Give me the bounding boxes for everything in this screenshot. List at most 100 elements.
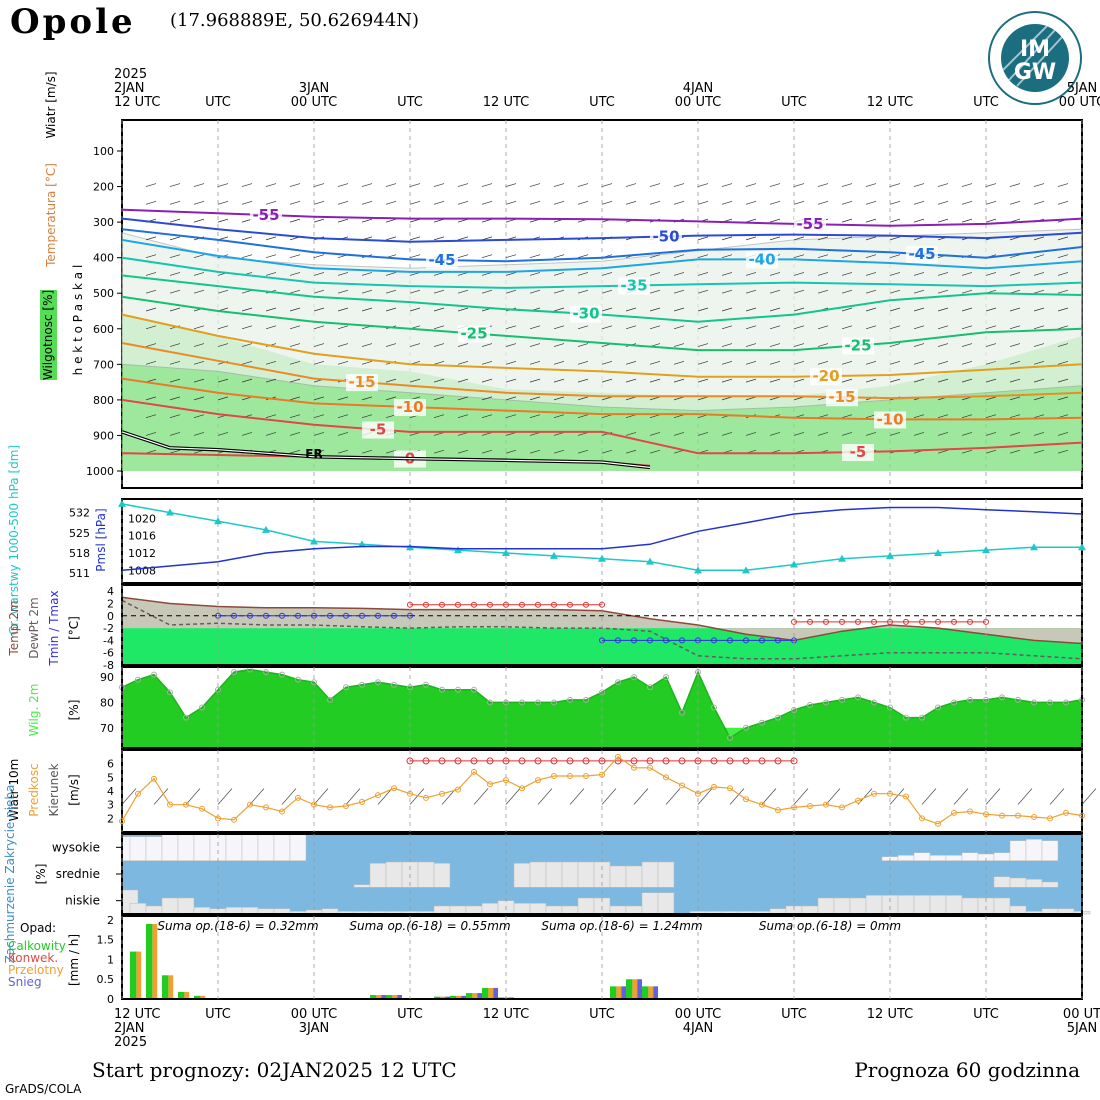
wind-barb (649, 272, 661, 276)
bottom-time-label: UTC (589, 1007, 615, 1022)
gust-marker (694, 757, 702, 765)
wind-barb (601, 360, 613, 365)
temp-side-label: Temperatura [°C] (44, 163, 58, 268)
humidity-marker (167, 689, 173, 696)
isotherm-label-bg (362, 421, 394, 439)
wind-dir-barb (793, 788, 809, 805)
wind-speed-marker (583, 772, 589, 779)
cloud-bar-low (913, 895, 931, 915)
gust-marker (774, 757, 782, 765)
wind-dir-barb (377, 788, 393, 805)
wind-barb (457, 289, 469, 294)
wind-barb (721, 183, 733, 187)
humidity-marker (1063, 699, 1069, 706)
humidity-marker (807, 701, 813, 708)
tmin2-marker (727, 637, 733, 644)
wind-barb (865, 360, 877, 365)
wind-barb (193, 200, 205, 205)
wind-dir-barb (473, 788, 489, 805)
wind-barb (169, 307, 181, 312)
humidity-marker (743, 724, 749, 731)
wind-barb (697, 254, 709, 259)
isotherm-label: -55 (796, 215, 823, 233)
top-time-label: UTC (973, 95, 999, 110)
isotherm-label: -45 (908, 245, 935, 263)
precip-total-bar (386, 995, 393, 999)
precip-unit-label: [mm / h] (67, 934, 81, 986)
pressure-tick-label: 400 (93, 252, 114, 265)
cloud-bar-high (257, 833, 275, 861)
wind-barb (433, 432, 445, 436)
top-time-label: 12 UTC (867, 95, 913, 110)
wind-barb (769, 236, 781, 241)
bottom-time-label: 12 UTC (867, 1007, 913, 1022)
gust-marker (726, 757, 734, 765)
wind-barb (481, 432, 493, 436)
wind-barb (841, 183, 853, 187)
wind-barb (265, 414, 277, 419)
wind-speed-marker (519, 785, 525, 792)
precip-snow-bar (381, 995, 386, 999)
wind-barb (481, 449, 493, 454)
wind-barb (289, 414, 301, 419)
precip-trans-bar (440, 996, 446, 999)
cloud-side-label: Zachmurzenie Zakrycie nieba (3, 785, 17, 964)
wind-barb (289, 183, 301, 187)
cloud-bar-high (145, 836, 163, 861)
wind-speed-marker (1079, 812, 1085, 819)
wind-barb (625, 307, 637, 312)
wind-barb (241, 432, 253, 436)
wind-barb (361, 343, 373, 347)
wind-barb (409, 236, 421, 241)
wind-speed-marker (487, 781, 493, 788)
isotherm-label: -40 (748, 250, 775, 268)
wind-barb (841, 236, 853, 241)
cloud-bar-high (289, 833, 307, 861)
gh-marker (502, 549, 510, 556)
bottom-time-label: 2025 (114, 1035, 147, 1050)
precip-trans-bar (184, 991, 190, 999)
cloud-bar-high (129, 836, 147, 861)
wind-barb (697, 289, 709, 294)
gust-marker (646, 757, 654, 765)
humidity-marker (631, 674, 637, 681)
temp-tick-label: -8 (103, 659, 114, 672)
wind-barb (553, 200, 565, 205)
wind-barb (553, 289, 565, 294)
gust-marker (454, 757, 462, 765)
wind-speed-marker (615, 753, 621, 760)
cloud-bar-high (225, 833, 243, 861)
wind-barb (889, 360, 901, 365)
wind-barb (1033, 307, 1045, 312)
wind-barb (433, 360, 445, 365)
precip-snow-bar (461, 995, 466, 999)
gust-marker (534, 757, 542, 765)
cloud-bar-low (545, 905, 563, 915)
isotherm-line (121, 217, 1083, 243)
wind-barb (409, 183, 421, 187)
cloud-bar-mid (657, 861, 675, 888)
isotherm-label-bg (746, 251, 778, 269)
bottom-time-label: 3JAN (299, 1021, 330, 1036)
humidity-marker (263, 669, 269, 676)
wind-barb (937, 272, 949, 276)
dewpt-side-label: DewPt 2m (27, 597, 41, 659)
wind-barb (505, 449, 517, 454)
isotherm-label-bg (394, 399, 426, 416)
wind-barb (961, 307, 973, 312)
wind-dir-barb (409, 788, 425, 805)
wind-barb (481, 254, 493, 259)
wind-barb (793, 360, 805, 365)
cloud-bar-low (449, 905, 467, 915)
humidity-marker (327, 696, 333, 703)
wind-barb (385, 236, 397, 241)
wind-barb (529, 200, 541, 205)
wind-barb (529, 289, 541, 294)
wind-tick-label: 3 (107, 799, 114, 812)
cloud-bar-mid (417, 861, 435, 888)
wind-barb (841, 414, 853, 419)
wind-barb (649, 254, 661, 259)
wind-dir-barb (217, 788, 233, 805)
freezing-line-inner (121, 431, 651, 468)
